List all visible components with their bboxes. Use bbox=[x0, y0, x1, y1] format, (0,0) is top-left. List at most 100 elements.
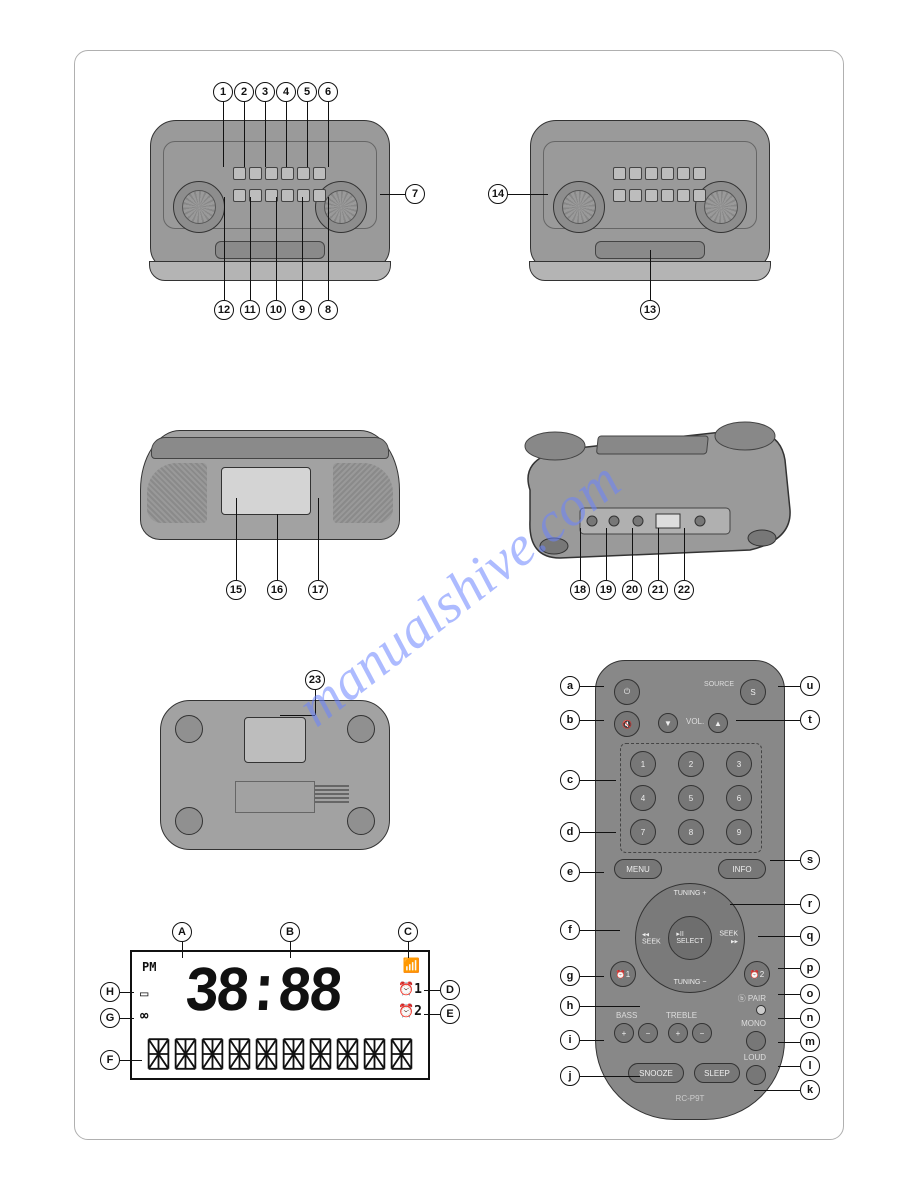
mono-label: MONO bbox=[741, 1019, 766, 1028]
callout-7: 7 bbox=[405, 184, 425, 204]
callout-10: 10 bbox=[266, 300, 286, 320]
callout-H: H bbox=[100, 982, 120, 1002]
radio-body-top bbox=[150, 120, 390, 270]
callout-18: 18 bbox=[570, 580, 590, 600]
callout-16: 16 bbox=[267, 580, 287, 600]
callout-s: s bbox=[800, 850, 820, 870]
mute-button[interactable]: 🔇 bbox=[614, 711, 640, 737]
callout-12: 12 bbox=[214, 300, 234, 320]
device-rear-angled bbox=[510, 420, 790, 560]
num-9-button[interactable]: 9 bbox=[726, 819, 752, 845]
vol-down-button[interactable]: ▼ bbox=[658, 713, 678, 733]
callout-d: d bbox=[560, 822, 580, 842]
num-1-button[interactable]: 1 bbox=[630, 751, 656, 777]
treble-label: TREBLE bbox=[666, 1011, 697, 1020]
treble-up-button[interactable]: + bbox=[668, 1023, 688, 1043]
callout-17: 17 bbox=[308, 580, 328, 600]
callout-C: C bbox=[398, 922, 418, 942]
repeat-icon: ∞ bbox=[140, 1008, 148, 1024]
power-button[interactable]: ⏻ bbox=[614, 679, 640, 705]
button-row-1 bbox=[233, 167, 326, 180]
callout-4: 4 bbox=[276, 82, 296, 102]
radio-body-bottom bbox=[160, 700, 390, 850]
lcd-display: PM 38:88 📶 ⏰1 ⏰2 ▭ ∞ bbox=[130, 950, 430, 1080]
vol-up-button[interactable]: ▲ bbox=[708, 713, 728, 733]
callout-1: 1 bbox=[213, 82, 233, 102]
device-bottom-view bbox=[160, 700, 390, 850]
loud-button[interactable] bbox=[746, 1065, 766, 1085]
callout-E: E bbox=[440, 1004, 460, 1024]
info-button[interactable]: INFO bbox=[718, 859, 766, 879]
snooze-bar bbox=[215, 241, 325, 259]
callout-o: o bbox=[800, 984, 820, 1004]
pair-label: ⓑ PAIR bbox=[738, 993, 766, 1004]
callout-20: 20 bbox=[622, 580, 642, 600]
clock-digits: 38:88 bbox=[182, 958, 341, 1030]
battery-icon: ▭ bbox=[140, 986, 148, 1002]
mono-button[interactable] bbox=[746, 1031, 766, 1051]
callout-l: l bbox=[800, 1056, 820, 1076]
callout-m: m bbox=[800, 1032, 820, 1052]
source-button[interactable]: S bbox=[740, 679, 766, 705]
callout-14: 14 bbox=[488, 184, 508, 204]
bass-up-button[interactable]: + bbox=[614, 1023, 634, 1043]
callout-i: i bbox=[560, 1030, 580, 1050]
callout-A: A bbox=[172, 922, 192, 942]
menu-button[interactable]: MENU bbox=[614, 859, 662, 879]
source-label: SOURCE bbox=[704, 681, 734, 688]
bass-down-button[interactable]: − bbox=[638, 1023, 658, 1043]
radio-body-front bbox=[140, 430, 400, 540]
num-4-button[interactable]: 4 bbox=[630, 785, 656, 811]
callout-5: 5 bbox=[297, 82, 317, 102]
dial-left bbox=[173, 181, 225, 233]
alarm1-button[interactable]: ⏰1 bbox=[610, 961, 636, 987]
alphanumeric-row bbox=[146, 1038, 414, 1070]
alarm2-icon: ⏰2 bbox=[398, 1004, 422, 1019]
callout-G: G bbox=[100, 1008, 120, 1028]
vol-label: VOL. bbox=[686, 717, 704, 726]
callout-j: j bbox=[560, 1066, 580, 1086]
callout-h: h bbox=[560, 996, 580, 1016]
num-7-button[interactable]: 7 bbox=[630, 819, 656, 845]
callout-B: B bbox=[280, 922, 300, 942]
device-top-view-2 bbox=[530, 120, 770, 270]
num-8-button[interactable]: 8 bbox=[678, 819, 704, 845]
treble-down-button[interactable]: − bbox=[692, 1023, 712, 1043]
callout-22: 22 bbox=[674, 580, 694, 600]
callout-t: t bbox=[800, 710, 820, 730]
num-3-button[interactable]: 3 bbox=[726, 751, 752, 777]
callout-f: f bbox=[560, 920, 580, 940]
pm-indicator: PM bbox=[142, 960, 156, 974]
callout-u: u bbox=[800, 676, 820, 696]
callout-e: e bbox=[560, 862, 580, 882]
bass-label: BASS bbox=[616, 1011, 637, 1020]
callout-19: 19 bbox=[596, 580, 616, 600]
callout-6: 6 bbox=[318, 82, 338, 102]
select-button[interactable]: ▸II SELECT bbox=[668, 916, 712, 960]
num-5-button[interactable]: 5 bbox=[678, 785, 704, 811]
callout-8: 8 bbox=[318, 300, 338, 320]
callout-13: 13 bbox=[640, 300, 660, 320]
callout-15: 15 bbox=[226, 580, 246, 600]
nav-ring: TUNING + TUNING − ◂◂ SEEK SEEK ▸▸ ▸II SE… bbox=[635, 883, 745, 993]
alarm1-icon: ⏰1 bbox=[398, 982, 422, 997]
battery-cover bbox=[244, 717, 306, 763]
num-6-button[interactable]: 6 bbox=[726, 785, 752, 811]
callout-q: q bbox=[800, 926, 820, 946]
callout-11: 11 bbox=[240, 300, 260, 320]
callout-b: b bbox=[560, 710, 580, 730]
remote-control: ⏻ SOURCE S 🔇 VOL. ▼ ▲ 1 2 3 4 5 6 7 8 9 … bbox=[595, 660, 785, 1120]
callout-D: D bbox=[440, 980, 460, 1000]
device-front-view bbox=[140, 430, 400, 540]
snooze-button[interactable]: SNOOZE bbox=[628, 1063, 684, 1083]
callout-a: a bbox=[560, 676, 580, 696]
callout-F: F bbox=[100, 1050, 120, 1070]
lcd-screen bbox=[221, 467, 311, 515]
callout-21: 21 bbox=[648, 580, 668, 600]
num-2-button[interactable]: 2 bbox=[678, 751, 704, 777]
sleep-button[interactable]: SLEEP bbox=[694, 1063, 740, 1083]
callout-n: n bbox=[800, 1008, 820, 1028]
alarm2-button[interactable]: ⏰2 bbox=[744, 961, 770, 987]
pair-indicator bbox=[756, 1005, 766, 1015]
button-row-2 bbox=[233, 189, 326, 202]
